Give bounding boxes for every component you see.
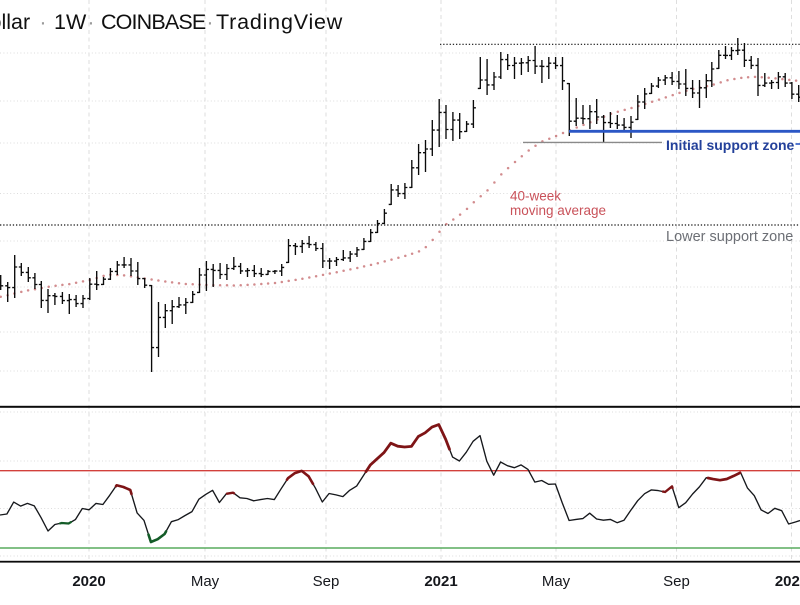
svg-text:ollar: ollar [0,10,30,34]
svg-text:2021: 2021 [424,573,457,590]
svg-text:COINBASE: COINBASE [101,10,206,34]
svg-text:2022: 2022 [775,573,800,590]
svg-text:Sep: Sep [313,573,340,590]
svg-text:May: May [542,573,571,590]
svg-text:1W: 1W [54,10,87,34]
svg-text:moving average: moving average [510,203,606,218]
svg-text:TradingView: TradingView [216,10,343,34]
svg-text:·: · [206,10,213,34]
svg-text:Lower support zone: Lower support zone [666,229,793,245]
svg-text:Sep: Sep [663,573,690,590]
svg-text:·: · [87,10,94,34]
svg-text:40-week: 40-week [510,189,561,204]
svg-text:·: · [39,10,46,34]
svg-text:2020: 2020 [72,573,105,590]
svg-text:Initial support zone: Initial support zone [666,137,795,153]
svg-text:May: May [191,573,220,590]
